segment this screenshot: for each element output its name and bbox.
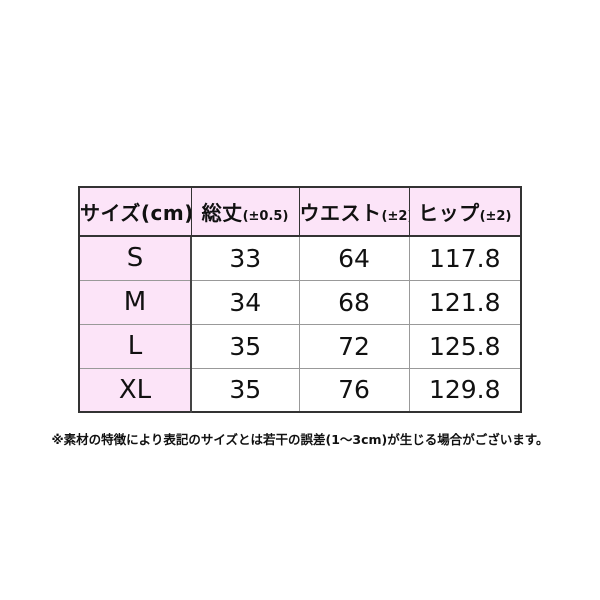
size-cell: M	[78, 279, 192, 325]
table-row-s: S 33 64 117.8	[78, 235, 522, 281]
col-header-hip: ヒップ(±2)	[408, 186, 522, 237]
value-cell: 76	[298, 367, 410, 413]
value-cell: 33	[190, 235, 300, 281]
table-row-l: L 35 72 125.8	[78, 323, 522, 369]
col-header-label: サイズ(cm)	[80, 201, 191, 225]
table-row-xl: XL 35 76 129.8	[78, 367, 522, 413]
value-cell: 68	[298, 279, 410, 325]
value-cell: 64	[298, 235, 410, 281]
col-header-waist: ウエスト(±2)	[298, 186, 410, 237]
col-header-sub: (±2)	[381, 209, 409, 224]
col-header-label: ヒップ	[418, 201, 480, 225]
value-cell: 117.8	[408, 235, 522, 281]
size-cell: L	[78, 323, 192, 369]
value-cell: 35	[190, 323, 300, 369]
value-cell: 35	[190, 367, 300, 413]
col-header-size: サイズ(cm)	[78, 186, 192, 237]
value-cell: 129.8	[408, 367, 522, 413]
col-header-sub: (±2)	[479, 209, 512, 224]
size-cell: S	[78, 235, 192, 281]
value-cell: 125.8	[408, 323, 522, 369]
col-header-label: 総丈	[201, 201, 243, 225]
value-cell: 72	[298, 323, 410, 369]
header-row: サイズ(cm) 総丈(±0.5) ウエスト(±2) ヒップ(±2)	[78, 186, 522, 237]
size-chart-table: サイズ(cm) 総丈(±0.5) ウエスト(±2) ヒップ(±2) S 33 6…	[78, 186, 522, 413]
size-cell: XL	[78, 367, 192, 413]
col-header-label: ウエスト	[299, 201, 382, 225]
col-header-sub: (±0.5)	[242, 209, 289, 224]
col-header-length: 総丈(±0.5)	[190, 186, 300, 237]
footnote: ※素材の特徴により表記のサイズとは若干の誤差(1～3cm)が生じる場合がございま…	[51, 432, 549, 447]
value-cell: 34	[190, 279, 300, 325]
table-row-m: M 34 68 121.8	[78, 279, 522, 325]
value-cell: 121.8	[408, 279, 522, 325]
